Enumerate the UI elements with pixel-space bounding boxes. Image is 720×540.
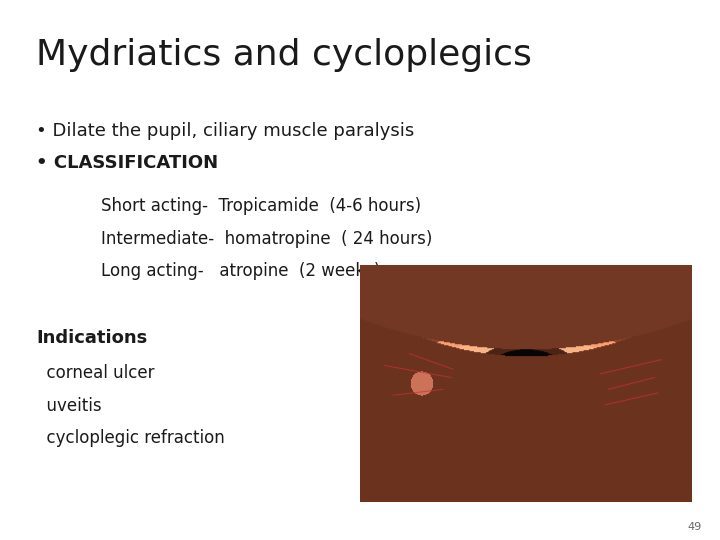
Text: Long acting-   atropine  (2 weeks): Long acting- atropine (2 weeks) xyxy=(101,262,380,280)
Text: Short acting-  Tropicamide  (4-6 hours): Short acting- Tropicamide (4-6 hours) xyxy=(101,197,421,215)
Text: • Dilate the pupil, ciliary muscle paralysis: • Dilate the pupil, ciliary muscle paral… xyxy=(36,122,414,139)
Text: Mydriatics and cycloplegics: Mydriatics and cycloplegics xyxy=(36,38,532,72)
Text: Indications: Indications xyxy=(36,329,148,347)
Text: Intermediate-  homatropine  ( 24 hours): Intermediate- homatropine ( 24 hours) xyxy=(101,230,432,247)
Text: • CLASSIFICATION: • CLASSIFICATION xyxy=(36,154,218,172)
Text: uveitis: uveitis xyxy=(36,397,102,415)
Text: corneal ulcer: corneal ulcer xyxy=(36,364,155,382)
Text: cycloplegic refraction: cycloplegic refraction xyxy=(36,429,225,447)
Text: 49: 49 xyxy=(688,522,702,532)
